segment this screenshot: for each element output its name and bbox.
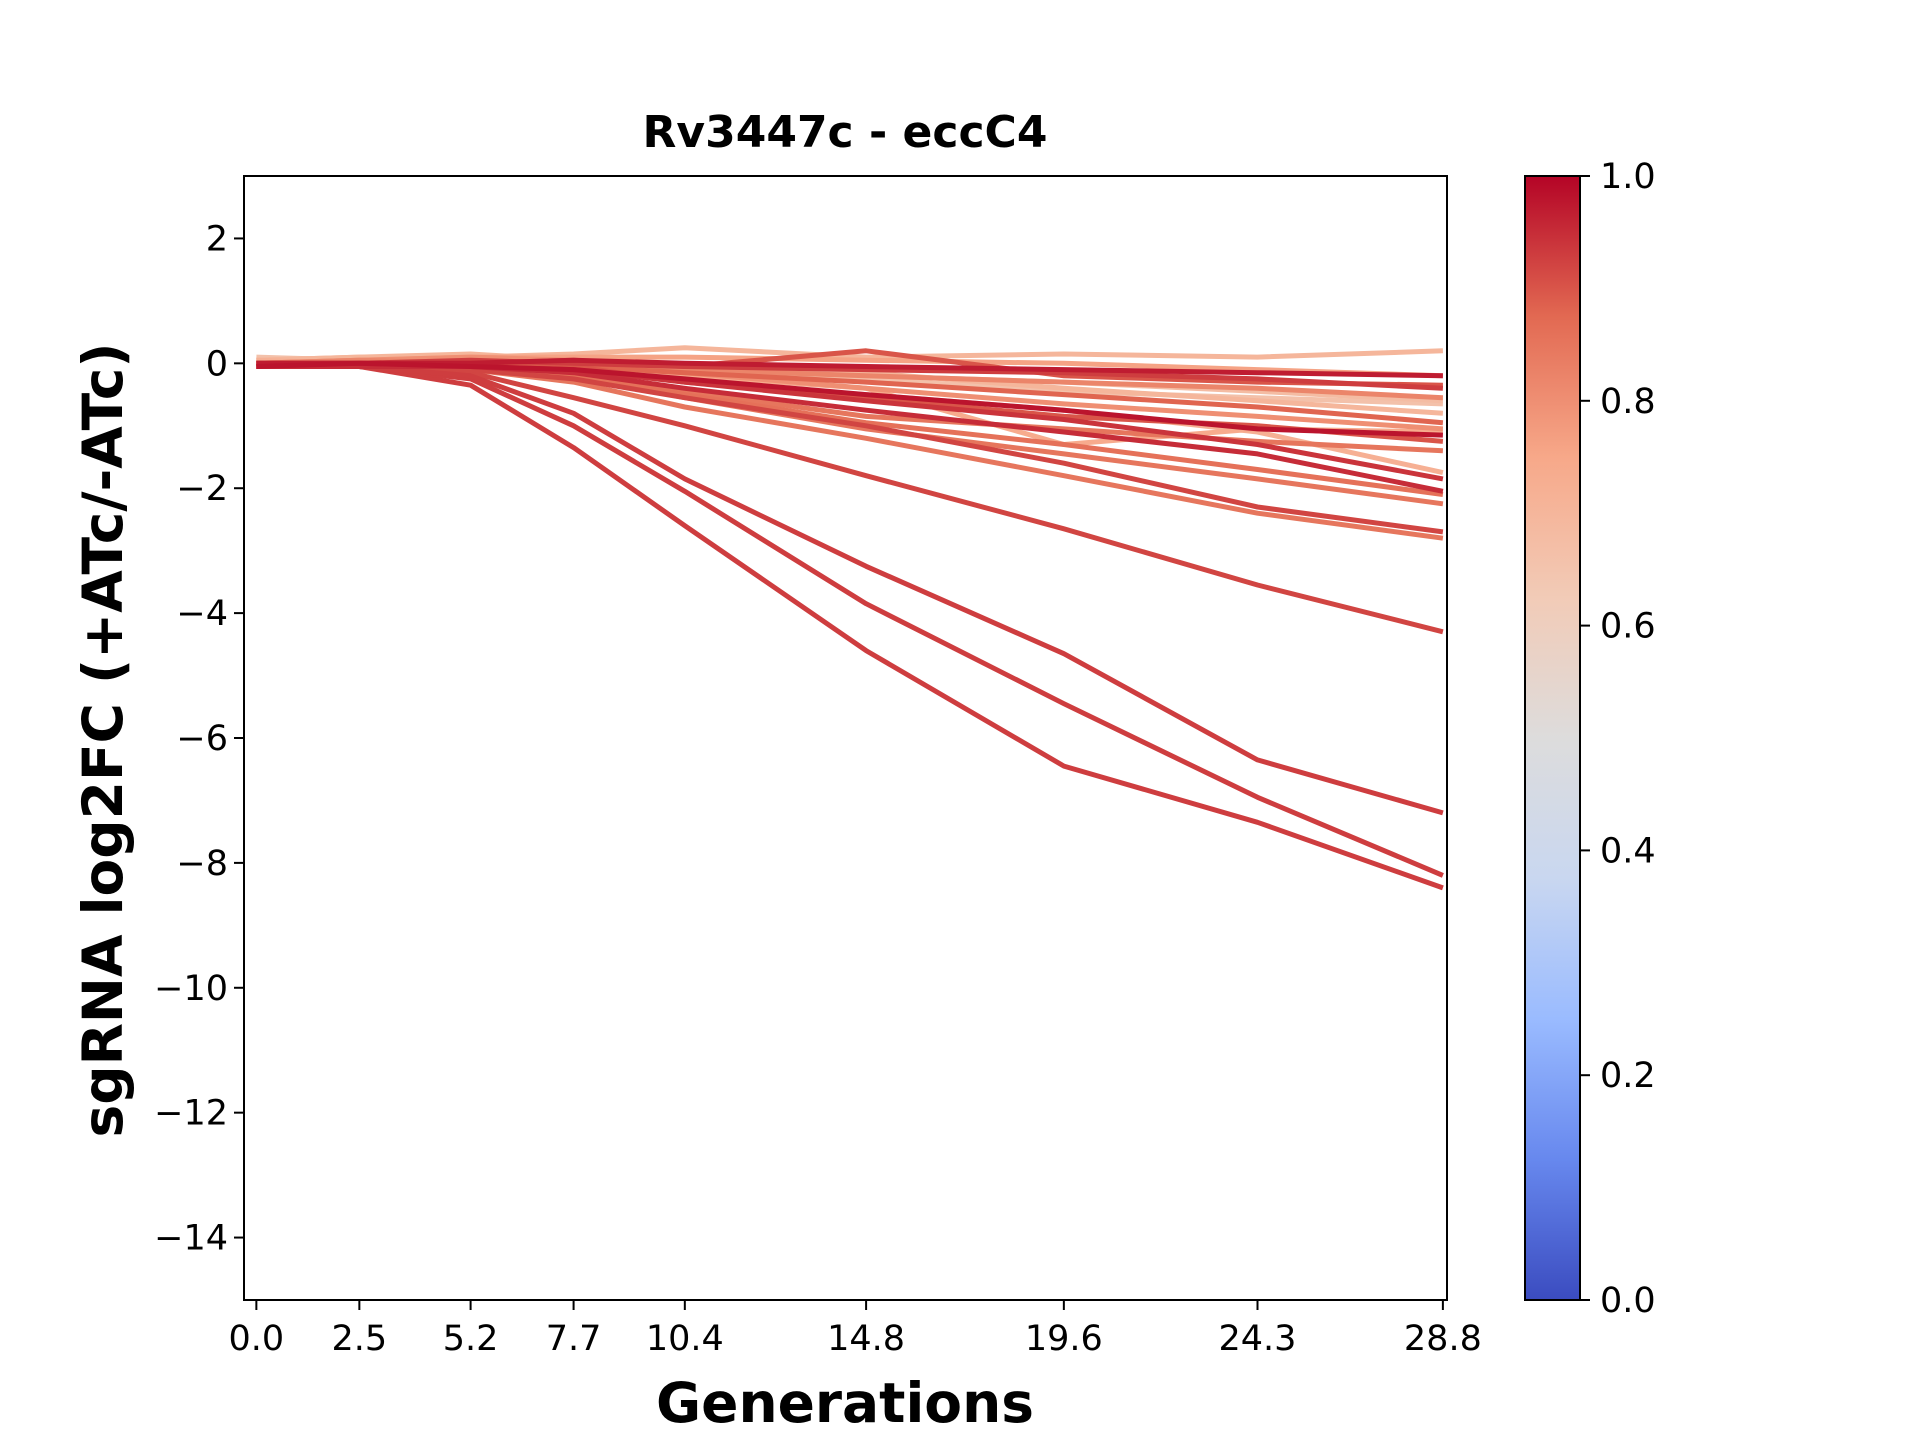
x-tick-label: 19.6	[1025, 1319, 1103, 1359]
x-tick-label: 7.7	[546, 1319, 602, 1359]
y-tick-label: −12	[154, 1094, 228, 1134]
series-line	[256, 364, 1444, 816]
colorbar-tick-label: 0.8	[1600, 382, 1656, 422]
colorbar-tick-label: 0.0	[1600, 1281, 1656, 1321]
colorbar-tick-label: 0.6	[1600, 607, 1656, 647]
colorbar-tick-label: 0.4	[1600, 831, 1656, 871]
y-tick-label: −6	[176, 719, 228, 759]
y-tick-label: −2	[176, 469, 228, 509]
x-tick-label: 2.5	[332, 1319, 388, 1359]
y-tick-label: −4	[176, 594, 228, 634]
colorbar-gradient	[1524, 175, 1581, 1301]
colorbar: 0.0 0.2 0.4 0.6 0.8 1.0	[1524, 157, 1656, 1321]
y-tick-label: −14	[154, 1219, 228, 1259]
series-line	[256, 360, 1443, 438]
x-axis: 0.0 2.5 5.2 7.7 10.4 14.8 19.6 24.3 28.8	[229, 1300, 1482, 1359]
series-lines	[256, 345, 1444, 891]
y-tick-label: 2	[206, 219, 228, 259]
x-axis-label: Generations	[656, 1371, 1034, 1435]
x-tick-label: 10.4	[646, 1319, 724, 1359]
x-tick-label: 28.8	[1404, 1319, 1482, 1359]
plot-frame	[243, 175, 1448, 1301]
y-axis: 2 0 −2 −4 −6 −8 −10 −12 −14	[154, 219, 244, 1259]
x-tick-label: 0.0	[229, 1319, 285, 1359]
x-tick-label: 5.2	[443, 1319, 499, 1359]
y-tick-label: −10	[154, 969, 228, 1009]
y-tick-label: −8	[176, 844, 228, 884]
colorbar-tick-label: 1.0	[1600, 157, 1656, 197]
chart-title: Rv3447c - eccC4	[643, 107, 1048, 158]
x-tick-label: 24.3	[1219, 1319, 1297, 1359]
x-tick-label: 14.8	[827, 1319, 905, 1359]
colorbar-tick-label: 0.2	[1600, 1056, 1656, 1096]
y-tick-label: 0	[206, 344, 228, 384]
y-axis-label: sgRNA log2FC (+ATc/-ATc)	[71, 342, 135, 1137]
